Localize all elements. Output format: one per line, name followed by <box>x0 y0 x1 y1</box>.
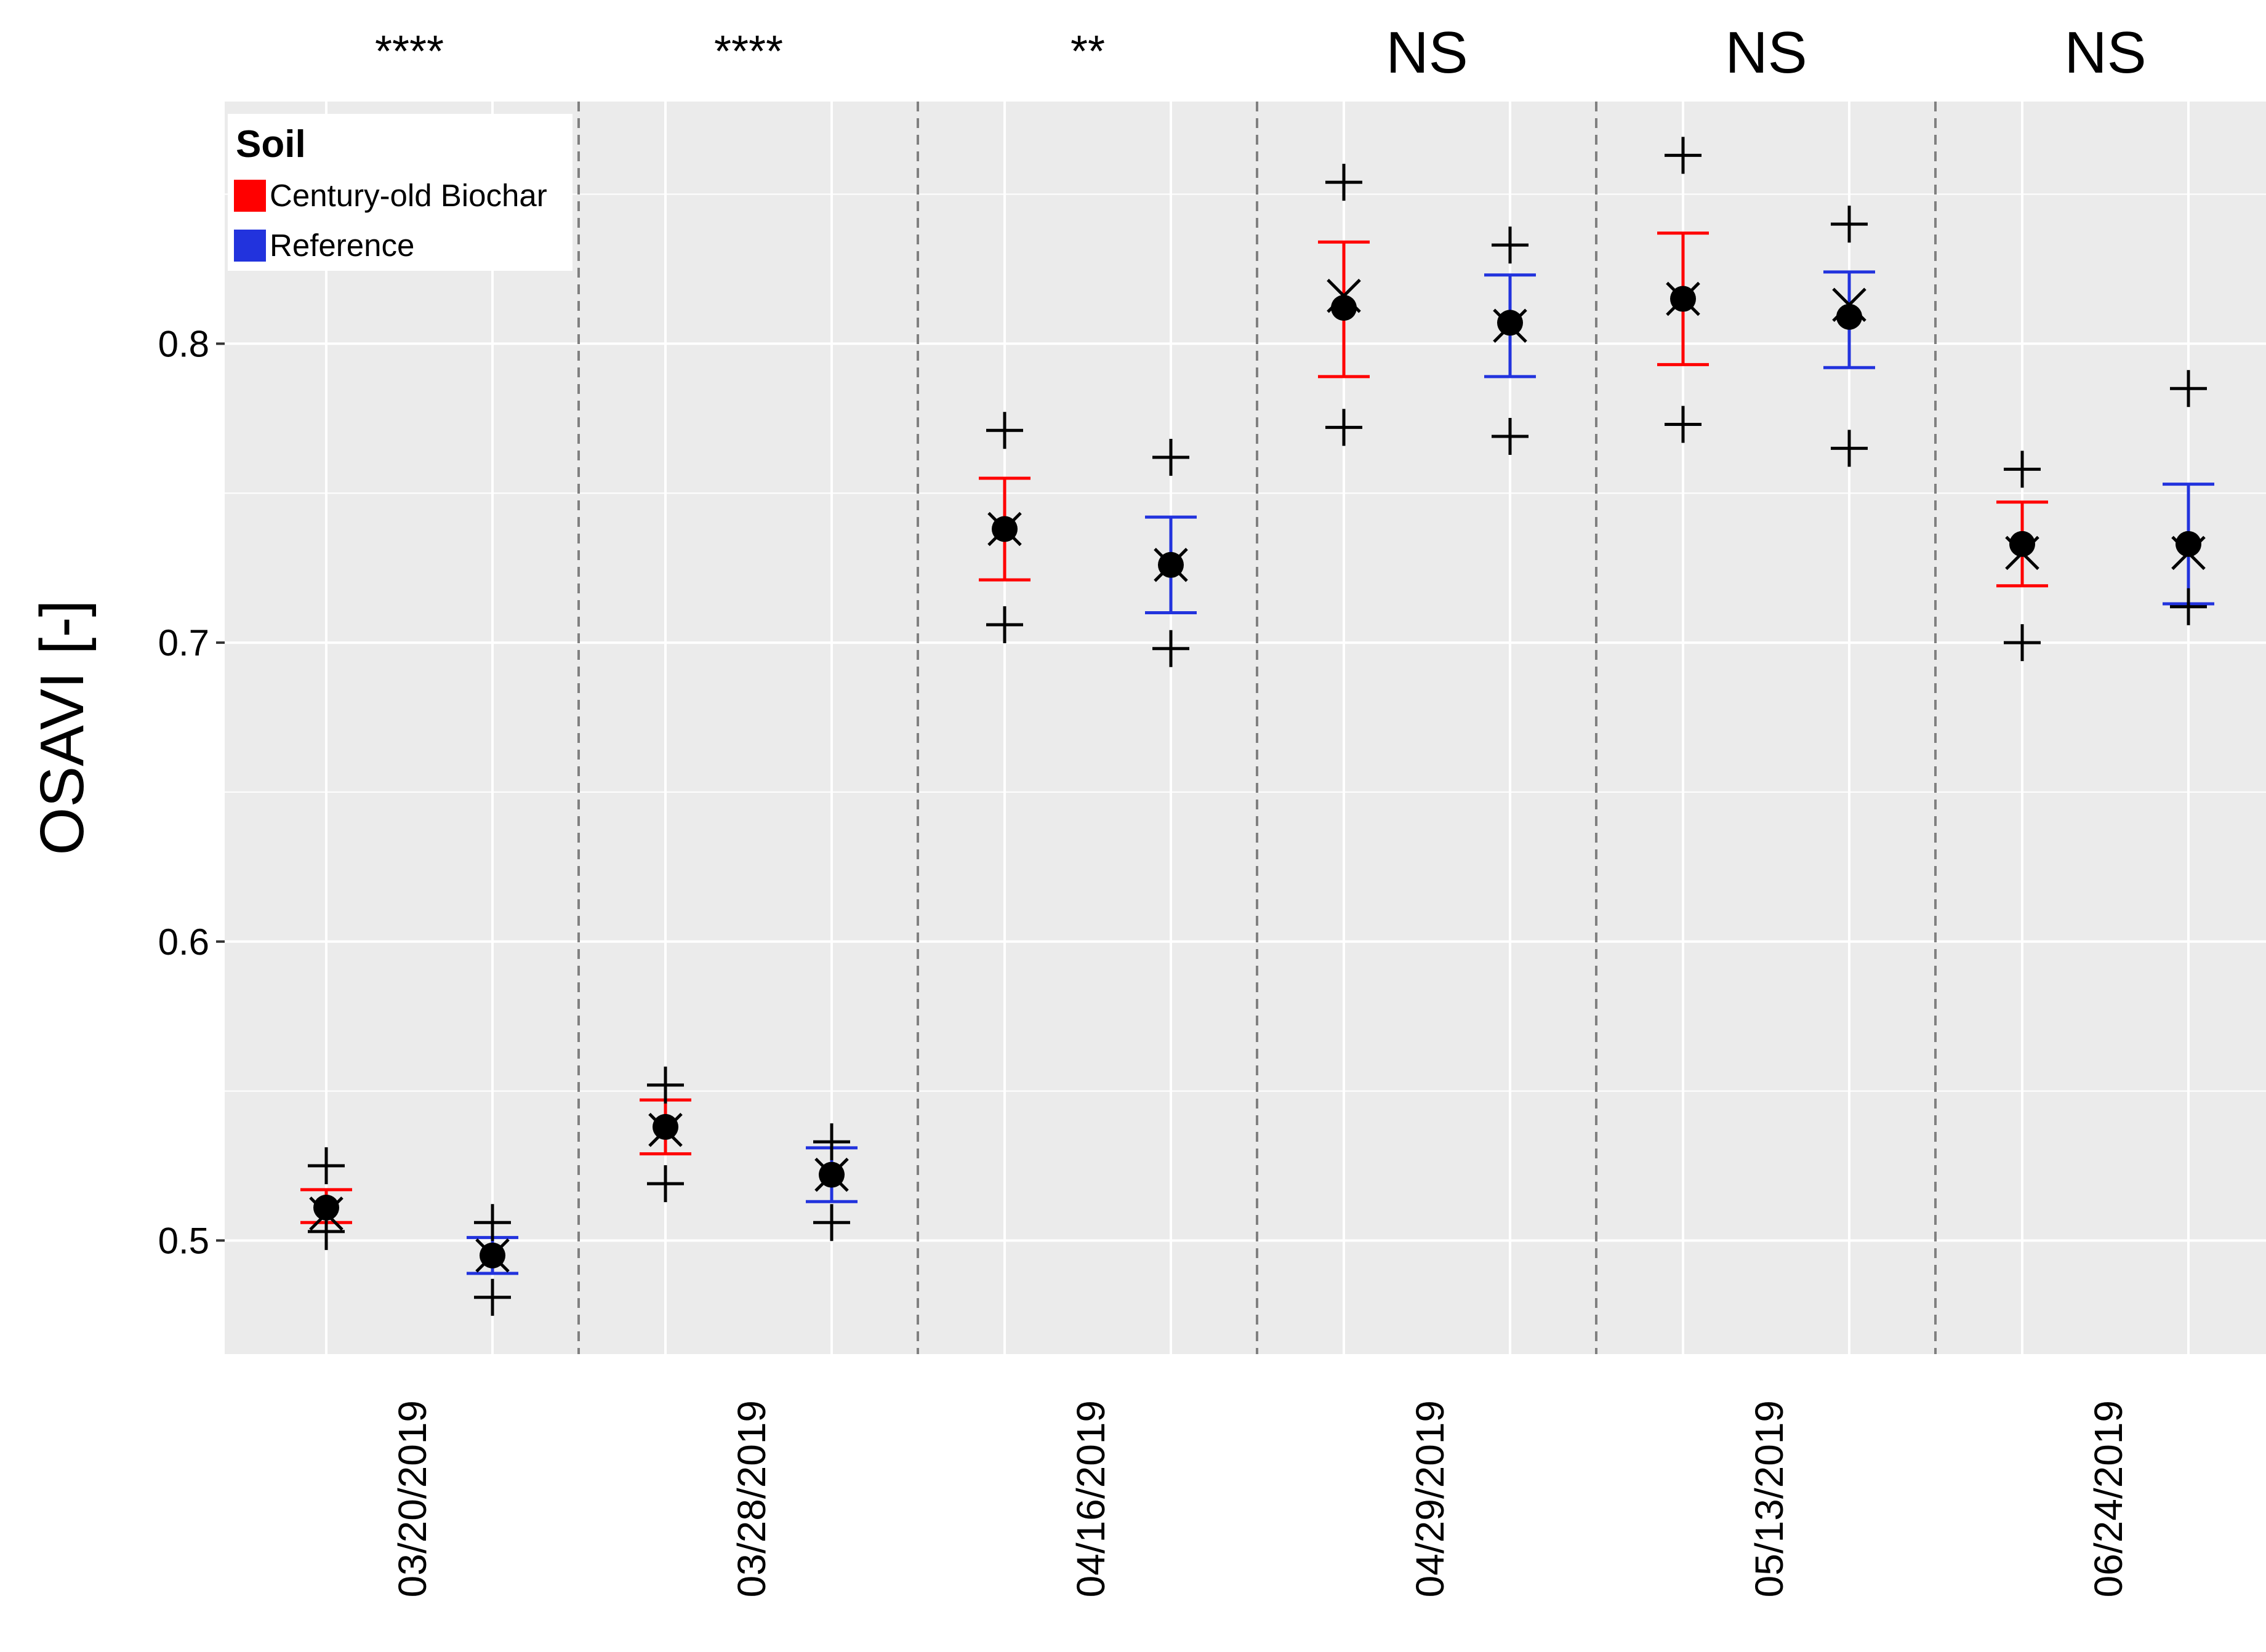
mean-point-biochar <box>313 1195 339 1221</box>
date-separators <box>577 102 1937 1354</box>
significance-labels: **** **** ** NS NS NS <box>375 20 2147 86</box>
y-axis-title: OSAVI [-] <box>28 600 97 856</box>
significance-label: **** <box>375 27 444 76</box>
mean-point-reference <box>480 1242 505 1269</box>
legend-label-reference: Reference <box>270 228 414 263</box>
mean-point-biochar <box>992 516 1018 542</box>
significance-label: **** <box>714 27 783 76</box>
x-tick-label: 03/20/2019 <box>390 1400 435 1597</box>
x-axis: 03/20/2019 03/28/2019 04/16/2019 04/29/2019… <box>390 1400 2131 1597</box>
mean-point-reference <box>1497 310 1523 336</box>
x-tick-label: 05/13/2019 <box>1747 1400 1791 1597</box>
significance-label: NS <box>2064 20 2146 86</box>
legend-title: Soil <box>236 123 306 166</box>
gridlines <box>225 102 2266 1354</box>
x-tick-label: 04/29/2019 <box>1408 1400 1452 1597</box>
mean-point-reference <box>1836 303 1862 330</box>
y-tick-label: 0.7 <box>158 622 209 664</box>
x-tick-label: 03/28/2019 <box>729 1400 774 1597</box>
mean-point-biochar <box>653 1113 678 1140</box>
mean-point-biochar <box>2009 531 2035 557</box>
y-tick-label: 0.8 <box>158 323 209 364</box>
mean-point-reference <box>819 1161 845 1188</box>
significance-label: NS <box>1725 20 1807 86</box>
plot-panel <box>225 102 2266 1354</box>
legend-key-reference <box>234 230 266 262</box>
legend: Soil Century-old Biochar Reference <box>228 114 573 271</box>
legend-key-biochar <box>234 180 266 212</box>
mean-point-biochar <box>1331 295 1357 321</box>
legend-background <box>228 114 573 271</box>
mean-point-reference <box>1158 551 1184 578</box>
significance-label: ** <box>1071 27 1105 76</box>
legend-label-biochar: Century-old Biochar <box>270 178 547 213</box>
x-tick-label: 04/16/2019 <box>1069 1400 1113 1597</box>
mean-point-biochar <box>1670 286 1696 312</box>
data-marks <box>300 137 2214 1316</box>
x-tick-label: 06/24/2019 <box>2086 1400 2131 1597</box>
mean-point-reference <box>2176 531 2201 557</box>
significance-label: NS <box>1386 20 1468 86</box>
y-tick-label: 0.6 <box>158 921 209 963</box>
y-tick-label: 0.5 <box>158 1220 209 1261</box>
y-axis: 0.5 0.6 0.7 0.8 <box>158 323 225 1261</box>
